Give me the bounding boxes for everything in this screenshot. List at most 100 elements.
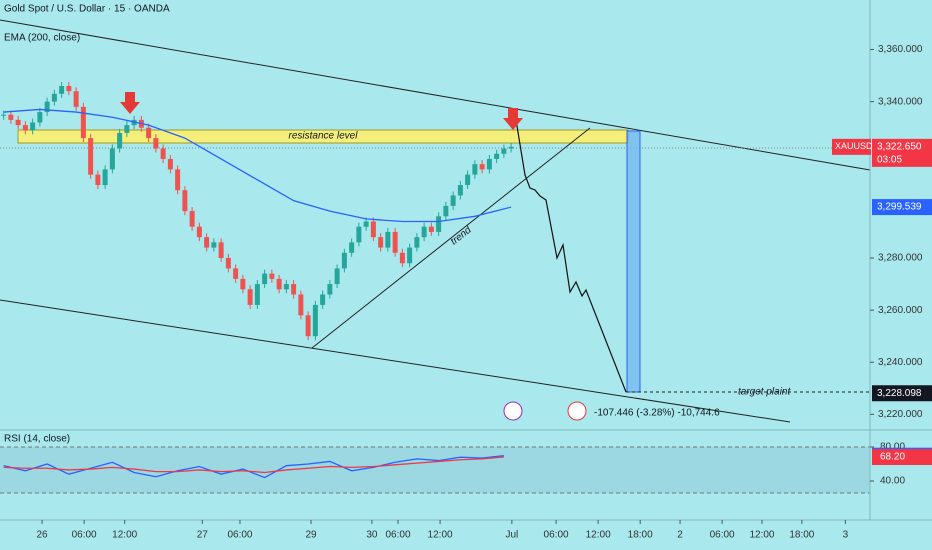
candle	[124, 125, 130, 133]
y-tick-label: 3,260.000	[878, 305, 923, 316]
y-tick-label: 3,340.000	[878, 96, 923, 107]
x-tick-label: 3	[843, 530, 849, 541]
rsi-tick-label: 80.00	[880, 442, 905, 453]
candle	[479, 164, 485, 170]
candle	[167, 158, 173, 170]
candle	[320, 294, 326, 305]
candle	[298, 294, 304, 316]
candle	[146, 127, 152, 139]
candle	[370, 221, 376, 238]
candle	[44, 101, 50, 113]
candle	[421, 226, 427, 238]
target-label: target plaint	[738, 387, 791, 398]
candle	[472, 164, 478, 175]
candle	[102, 169, 108, 186]
x-tick-label: 06:00	[72, 530, 97, 541]
candle	[95, 174, 101, 186]
rsi-tick-label: 40.00	[880, 476, 905, 487]
candle	[8, 114, 14, 120]
x-tick-label: 06:00	[544, 530, 569, 541]
x-tick-label: 29	[305, 530, 317, 541]
event-icon[interactable]	[503, 401, 523, 421]
y-tick-label: 3,240.000	[878, 357, 923, 368]
candle	[109, 148, 115, 170]
candle	[175, 169, 181, 191]
price-label: 3,299.539	[877, 202, 922, 213]
arrow	[503, 108, 523, 130]
event-text: -107.446 (-3.28%) -10,744.6	[594, 408, 720, 419]
candle	[305, 315, 311, 337]
candle	[247, 289, 253, 305]
candle	[414, 237, 420, 248]
candle	[450, 195, 456, 206]
projection	[515, 119, 627, 393]
candle	[22, 125, 28, 131]
candle	[312, 304, 318, 337]
x-tick-label: 2	[677, 530, 683, 541]
x-tick-label: 06:00	[710, 530, 735, 541]
candle	[407, 247, 413, 264]
target-range	[626, 130, 641, 393]
x-tick-label: 12:00	[749, 530, 774, 541]
candle	[428, 226, 434, 232]
candle	[283, 284, 289, 290]
price-box	[872, 385, 932, 402]
y-tick-label: 3,220.000	[878, 409, 923, 420]
countdown: 03:05	[877, 154, 902, 165]
candle	[291, 284, 297, 295]
arrow	[120, 92, 140, 114]
symbol-box	[832, 138, 871, 155]
ema-line	[3, 108, 512, 223]
x-tick-label: 26	[36, 530, 48, 541]
candle	[363, 221, 369, 227]
y-tick-label: 3,360.000	[878, 44, 923, 55]
candle	[225, 258, 231, 269]
candle	[37, 112, 43, 123]
candle	[392, 231, 398, 253]
candle	[233, 268, 239, 279]
candle	[254, 284, 260, 305]
candle	[341, 252, 347, 269]
channel-bottom	[0, 299, 791, 423]
candle	[436, 216, 442, 232]
x-tick-label: 27	[197, 530, 209, 541]
x-tick-label: 12:00	[428, 530, 453, 541]
candle	[218, 242, 224, 258]
candle	[486, 158, 492, 170]
x-tick-label: 06:00	[386, 530, 411, 541]
rsi-line	[3, 456, 504, 474]
candle	[160, 148, 166, 159]
price-box	[872, 199, 932, 216]
candle	[262, 273, 268, 285]
candle	[385, 231, 391, 248]
candle	[73, 91, 79, 107]
candle	[269, 273, 275, 279]
candle	[399, 252, 405, 264]
candle	[204, 237, 210, 248]
candle	[59, 86, 65, 94]
x-tick-label: 12:00	[586, 530, 611, 541]
candle	[508, 146, 514, 149]
candle	[196, 226, 202, 238]
x-tick-label: 30	[366, 530, 378, 541]
x-tick-label: 18:00	[789, 530, 814, 541]
candle	[465, 174, 471, 186]
candle	[334, 268, 340, 285]
candle	[88, 138, 94, 175]
price-label: 3,228.098	[877, 388, 922, 399]
event-icon[interactable]	[567, 401, 587, 421]
candle	[349, 242, 355, 253]
x-tick-label: 06:00	[227, 530, 252, 541]
x-tick-label: Jul	[505, 530, 518, 541]
trend-label: trend	[449, 224, 474, 247]
candle	[182, 190, 188, 212]
candle	[211, 242, 217, 248]
candle	[15, 119, 21, 126]
candle	[30, 122, 36, 131]
candle	[80, 106, 86, 139]
candle	[117, 132, 123, 149]
symbol-label: XAUUSD	[835, 141, 873, 151]
rsi-label: RSI (14, close)	[4, 434, 70, 445]
indicator-label: EMA (200, close)	[4, 33, 80, 44]
